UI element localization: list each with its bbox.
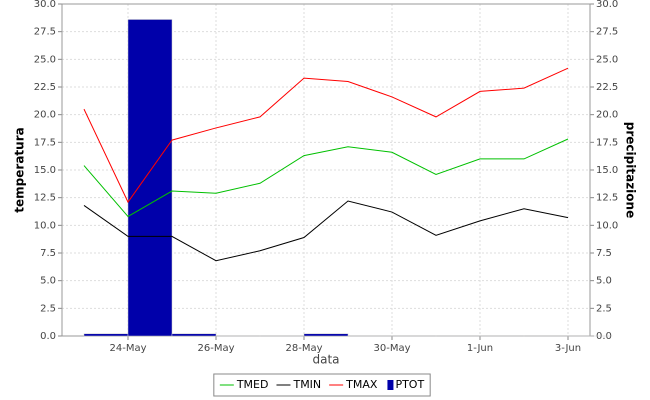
y-tick-label: 20.0: [34, 110, 56, 121]
y2-tick-label: 20.0: [596, 110, 618, 121]
y2-tick-label: 2.5: [596, 303, 612, 314]
y2-tick-label: 12.5: [596, 193, 618, 204]
y-tick-label: 17.5: [34, 137, 56, 148]
line: [83, 67, 569, 204]
legend-box: [213, 373, 431, 397]
y-tick-label: 25.0: [34, 54, 56, 65]
y2-tick-label: 27.5: [596, 27, 618, 38]
bar: [127, 19, 173, 337]
y-tick-label: 7.5: [40, 248, 56, 259]
y-tick-label: 22.5: [34, 82, 56, 93]
y2-tick-label: 0.0: [596, 331, 612, 342]
y2-tick-label: 17.5: [596, 137, 618, 148]
y2-tick-label: 22.5: [596, 82, 618, 93]
x-tick-label: 3-Jun: [555, 343, 581, 354]
legend-label: PTOT: [395, 378, 424, 391]
x-tick-label: 24-May: [109, 343, 146, 354]
y-tick-label: 30.0: [34, 0, 56, 10]
x-tick-label: 30-May: [373, 343, 410, 354]
y2-tick-label: 30.0: [596, 0, 618, 10]
legend-label: TMAX: [345, 378, 378, 391]
legend-label: TMIN: [292, 378, 321, 391]
legend-swatch: [387, 380, 394, 390]
y2-tick-label: 10.0: [596, 220, 618, 231]
x-axis-title: data: [312, 353, 339, 367]
y-axis-title: temperatura: [13, 127, 27, 212]
x-tick-label: 26-May: [197, 343, 234, 354]
legend-label: TMED: [236, 378, 269, 391]
y-tick-label: 12.5: [34, 193, 56, 204]
x-tick-label: 28-May: [285, 343, 322, 354]
x-tick-label: 1-Jun: [467, 343, 493, 354]
y2-tick-label: 5.0: [596, 276, 612, 287]
y-tick-label: 5.0: [40, 276, 56, 287]
bar: [83, 333, 129, 337]
y-tick-label: 15.0: [34, 165, 56, 176]
y-tick-label: 0.0: [40, 331, 56, 342]
y-tick-label: 10.0: [34, 220, 56, 231]
y2-axis-title: precipitazione: [624, 122, 638, 218]
line: [83, 200, 569, 262]
bar: [303, 333, 349, 337]
y2-tick-label: 7.5: [596, 248, 612, 259]
y2-tick-label: 25.0: [596, 54, 618, 65]
y-tick-label: 27.5: [34, 27, 56, 38]
y2-tick-label: 15.0: [596, 165, 618, 176]
bar: [171, 333, 217, 337]
line: [83, 138, 569, 218]
legend: TMED TMIN TMAX PTOT: [213, 373, 431, 397]
y-tick-label: 2.5: [40, 303, 56, 314]
